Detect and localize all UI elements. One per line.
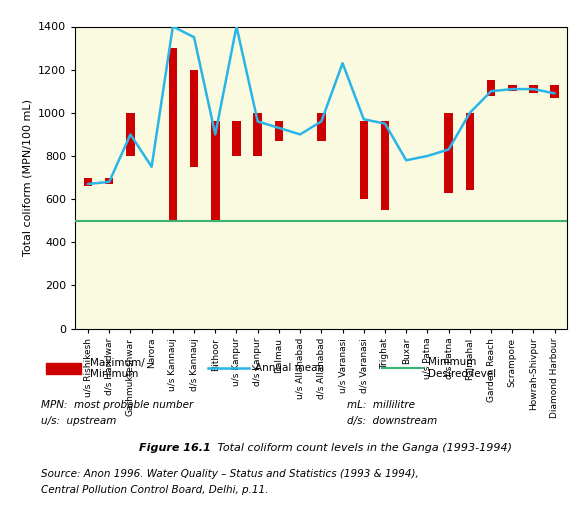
Text: MPN:  most probable number: MPN: most probable number [41, 400, 193, 410]
Bar [84, 178, 92, 186]
Bar [360, 121, 368, 199]
Bar [254, 113, 262, 156]
Bar [232, 121, 241, 156]
Bar [551, 85, 559, 98]
Text: Maximum/
Minimum: Maximum/ Minimum [90, 358, 145, 379]
Bar [126, 113, 135, 156]
Bar [529, 85, 538, 93]
Text: Figure 16.1: Figure 16.1 [139, 443, 211, 453]
FancyBboxPatch shape [46, 363, 81, 374]
Bar [381, 121, 389, 210]
Text: d/s:  downstream: d/s: downstream [347, 416, 438, 426]
Bar [487, 81, 495, 95]
Text: Total coliform count levels in the Ganga (1993-1994): Total coliform count levels in the Ganga… [214, 443, 512, 453]
Y-axis label: Total coliform (MPN/100 mL): Total coliform (MPN/100 mL) [23, 99, 32, 256]
Text: Source: Anon 1996. Water Quality – Status and Statistics (1993 & 1994),: Source: Anon 1996. Water Quality – Statu… [41, 469, 418, 479]
Text: u/s:  upstream: u/s: upstream [41, 416, 116, 426]
Bar [508, 85, 516, 91]
Text: mL:  millilitre: mL: millilitre [347, 400, 415, 410]
Bar [211, 121, 219, 220]
Bar [444, 113, 453, 192]
Text: Central Pollution Control Board, Delhi, p.11.: Central Pollution Control Board, Delhi, … [41, 485, 268, 495]
Bar [317, 113, 325, 141]
Bar [105, 178, 113, 184]
Bar [466, 113, 474, 190]
Bar [274, 121, 283, 141]
Bar [168, 48, 177, 220]
Text: Annual mean: Annual mean [255, 363, 324, 373]
Text: Minimum
Desired level: Minimum Desired level [428, 357, 497, 378]
Bar [190, 69, 198, 167]
